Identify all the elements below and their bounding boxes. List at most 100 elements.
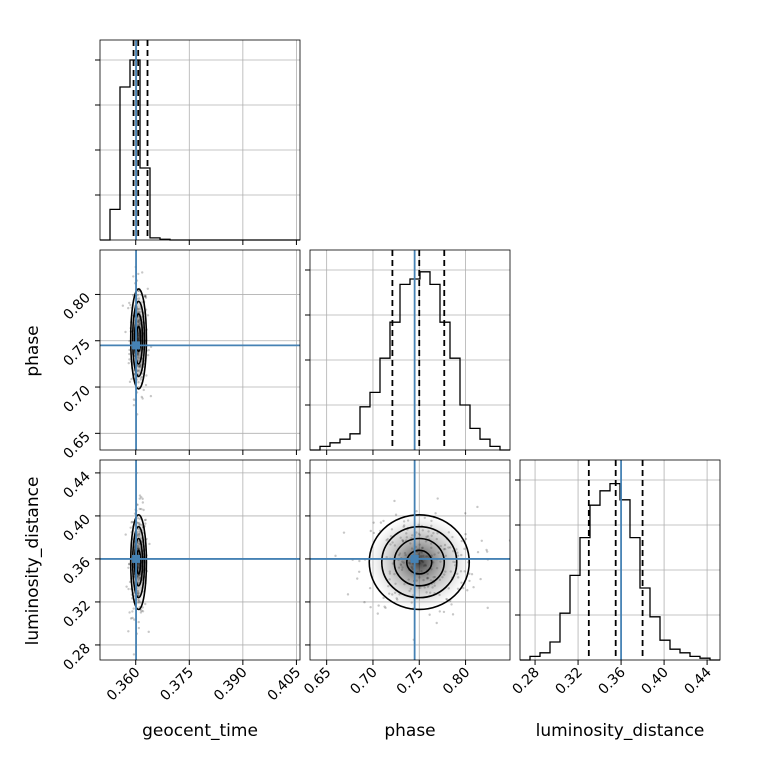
xtick-label-phase-2: 0.75 [394,665,427,698]
panel-geocent-time-vs-luminosity-distance-sample [144,602,147,606]
panel-phase-vs-luminosity-distance-sample [486,606,489,610]
panel-phase-vs-luminosity-distance-sample [480,539,483,542]
panel-phase-vs-luminosity-distance-density [369,514,470,610]
ytick-label-luminosity-distance-0: 0.28 [60,640,93,673]
panel-phase-vs-luminosity-distance-sample [485,548,488,552]
panel-phase-vs-luminosity-distance-sample [357,570,361,573]
panel-geocent-time-vs-phase-sample [132,398,136,401]
panel-phase-vs-luminosity-distance-sample [435,621,438,625]
panel-phase-vs-luminosity-distance-sample [356,577,359,580]
panel-geocent-time-vs-phase-sample [121,304,125,307]
panel-phase-vs-luminosity-distance-sample [383,605,386,608]
ytick-label-phase-2: 0.75 [60,336,93,369]
panel-geocent-time-vs-phase-sample [124,330,127,334]
panel-geocent-time-vs-luminosity-distance-sample [127,566,130,569]
panel-geocent-time-vs-phase-contour-3 [129,288,148,390]
panel-phase-vs-luminosity-distance-sample [369,529,372,533]
ytick-label-luminosity-distance-2: 0.36 [60,554,93,587]
panel-geocent-time-vs-phase-sample [146,353,150,357]
panel-geocent-time-vs-phase-sample [144,295,147,298]
panel-geocent-time-vs-phase-sample [128,352,131,356]
panel-phase-vs-luminosity-distance-sample [377,604,380,607]
panel-phase-vs-luminosity-distance-sample [468,579,471,583]
panel-phase-vs-luminosity-distance-sample [428,613,431,616]
panel-geocent-time-vs-luminosity-distance-sample [124,533,127,536]
panel-phase-vs-luminosity-distance-sample [415,509,418,513]
panel-phase-vs-luminosity-distance-sample [438,610,441,613]
panel-geocent-time-vs-phase-sample [146,287,150,291]
panel-geocent-time-vs-luminosity-distance-sample [143,518,147,522]
panel-phase-vs-luminosity-distance-sample [485,550,489,553]
panel-geocent-time-vs-phase-sample [144,295,147,298]
panel-geocent-time-vs-phase-sample [137,272,140,276]
panel-phase-vs-luminosity-distance-sample [434,512,437,515]
panel-geocent-time-vs-luminosity-distance-sample [131,610,134,613]
panel-geocent-time-vs-luminosity-distance-sample [141,606,144,609]
panel-phase-vs-luminosity-distance-sample [394,513,398,516]
xtick-label-luminosity-distance-2: 0.36 [596,664,629,697]
panel-geocent-time-vs-luminosity-distance-sample [138,507,141,511]
panel-geocent-time-vs-luminosity-distance-truth-marker [132,554,141,563]
xtick-label-geocent-time-1: 0.375 [157,665,197,705]
ytick-label-luminosity-distance-4: 0.44 [60,468,93,501]
panel-phase-vs-luminosity-distance-frame [309,459,511,661]
panel-phase-vs-luminosity-distance-sample [372,531,376,535]
xtick-label-luminosity-distance-3: 0.40 [639,665,672,698]
panel-phase-vs-luminosity-distance-sample [346,593,350,596]
panel-geocent-time-vs-luminosity-distance-sample [129,526,132,529]
panel-phase-vs-luminosity-distance-contour-2 [380,525,458,599]
panel-phase-vs-luminosity-distance-contour-3 [368,514,471,611]
panel-geocent-time-vs-phase-sample [128,358,131,361]
panel-geocent-time-vs-phase-sample [132,275,135,278]
hist-phase-frame [309,249,511,451]
panel-phase-vs-luminosity-distance-sample [476,550,480,554]
xlabel-phase: phase [384,721,435,741]
panel-phase-vs-luminosity-distance-sample [402,670,404,672]
panel-phase-vs-luminosity-distance-truth-marker [410,554,419,563]
panel-geocent-time-vs-phase-sample [143,294,147,298]
panel-phase-vs-luminosity-distance-sample [369,605,372,609]
panel-geocent-time-vs-phase-sample [128,301,131,305]
panel-geocent-time-vs-luminosity-distance [95,459,301,665]
panel-geocent-time-vs-luminosity-distance-sample [138,497,142,500]
xtick-label-luminosity-distance-1: 0.32 [553,665,586,698]
xtick-label-phase-0: 0.65 [301,665,334,698]
panel-geocent-time-vs-phase-sample [129,303,132,307]
panel-phase-vs-luminosity-distance-sample [342,531,346,534]
panel-geocent-time-vs-phase-truth-marker [132,341,141,350]
panel-geocent-time-vs-luminosity-distance-frame [99,459,301,661]
hist-luminosity-distance-frame [519,459,721,661]
panel-phase-vs-luminosity-distance-sample [372,521,375,524]
panel-phase-vs-luminosity-distance-sample [466,589,469,592]
panel-geocent-time-vs-phase-sample [141,271,144,274]
panel-geocent-time-vs-luminosity-distance-sample [127,563,131,566]
panel-phase-vs-luminosity-distance-sample [334,554,337,558]
xlabel-luminosity-distance: luminosity_distance [536,721,705,741]
panel-phase-vs-luminosity-distance-sample [379,521,383,524]
panel-phase-vs-luminosity-distance-sample [382,519,385,523]
panel-geocent-time-vs-luminosity-distance-sample [142,508,145,512]
hist-luminosity-distance-steps [520,482,720,661]
panel-geocent-time-vs-phase-sample [140,395,143,399]
panel-geocent-time-vs-luminosity-distance-sample [132,653,136,656]
panel-geocent-time-vs-luminosity-distance-sample [127,587,130,591]
panel-phase-vs-luminosity-distance-sample [464,532,467,536]
panel-geocent-time-vs-luminosity-distance-sample [133,618,136,621]
panel-geocent-time-vs-phase [95,249,301,455]
xtick-label-geocent-time-2: 0.390 [211,665,251,705]
ytick-label-phase-1: 0.70 [60,383,93,416]
panel-geocent-time-vs-luminosity-distance-sample [140,609,143,612]
panel-geocent-time-vs-phase-sample [144,294,147,297]
panel-geocent-time-vs-luminosity-distance-sample [144,518,147,521]
xtick-label-luminosity-distance-4: 0.44 [682,664,715,697]
panel-geocent-time-vs-phase-contour-1 [133,313,144,365]
panel-geocent-time-vs-luminosity-distance-sample [127,630,130,633]
ytick-label-luminosity-distance-3: 0.40 [60,511,93,544]
panel-geocent-time-vs-phase-sample [144,383,148,387]
panel-phase-vs-luminosity-distance-contour-1 [393,537,446,587]
panel-geocent-time-vs-phase-sample [132,403,136,407]
panel-geocent-time-vs-luminosity-distance-sample [147,630,150,634]
ylabel-luminosity-distance: luminosity_distance [23,477,43,646]
xtick-label-geocent-time-0: 0.360 [104,665,144,705]
